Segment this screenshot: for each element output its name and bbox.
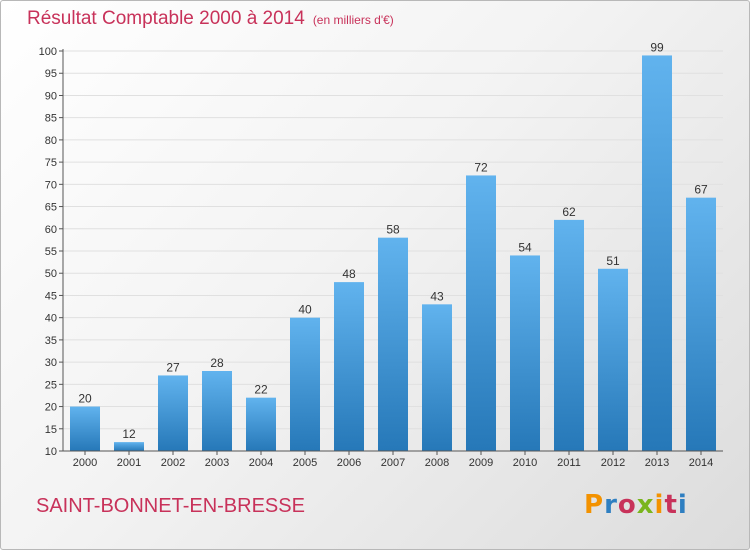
bar <box>554 219 584 451</box>
logo-letter: P <box>584 490 605 520</box>
bar <box>598 268 628 451</box>
bar <box>290 317 320 451</box>
data-label: 67 <box>694 183 708 197</box>
data-label: 43 <box>430 289 444 303</box>
bar <box>70 406 100 451</box>
x-tick-label: 2013 <box>645 457 669 469</box>
x-tick-label: 2014 <box>689 457 713 469</box>
data-label: 22 <box>254 383 268 397</box>
bar <box>246 397 276 451</box>
bar <box>158 375 188 451</box>
y-tick-label: 10 <box>45 446 57 458</box>
bar <box>686 197 716 451</box>
y-tick-label: 30 <box>45 357 57 369</box>
bars: 20 12 27 28 22 40 48 58 43 72 54 62 51 99 67 <box>70 40 716 451</box>
data-label: 48 <box>342 267 356 281</box>
chart-subtitle: (en milliers d'€) <box>312 13 394 27</box>
data-label: 12 <box>122 427 136 441</box>
y-tick-label: 65 <box>45 202 57 214</box>
x-tick-label: 2002 <box>161 457 185 469</box>
y-tick-label: 15 <box>45 424 57 436</box>
logo-letter: o <box>617 490 637 520</box>
y-tick-label: 70 <box>45 179 57 191</box>
x-tick-label: 2010 <box>513 457 537 469</box>
y-tick-label: 40 <box>45 313 57 325</box>
y-tick-label: 75 <box>45 157 57 169</box>
bar <box>510 255 540 451</box>
bar <box>422 304 452 451</box>
proxiti-logo[interactable]: Proxiti <box>584 490 688 520</box>
y-tick-label: 45 <box>45 290 57 302</box>
y-tick-label: 100 <box>39 46 57 58</box>
chart-title: Résultat Comptable 2000 à 2014 (en millie… <box>27 8 394 30</box>
data-label: 99 <box>650 40 664 54</box>
x-tick-label: 2001 <box>117 457 141 469</box>
x-tick-label: 2009 <box>469 457 493 469</box>
data-label: 62 <box>562 205 576 219</box>
x-tick-label: 2004 <box>249 457 273 469</box>
y-tick-label: 55 <box>45 246 57 258</box>
town-name: SAINT-BONNET-EN-BRESSE <box>36 495 305 517</box>
logo-letter: i <box>654 490 665 520</box>
chart-title-text: Résultat Comptable 2000 à 2014 <box>27 8 305 29</box>
data-label: 20 <box>78 392 92 406</box>
y-tick-label: 50 <box>45 268 57 280</box>
data-label: 51 <box>606 254 620 268</box>
data-label: 54 <box>518 240 532 254</box>
x-tick-label: 2000 <box>73 457 97 469</box>
x-tick-label: 2005 <box>293 457 317 469</box>
logo-letter: i <box>677 490 688 520</box>
y-tick-label: 25 <box>45 379 57 391</box>
bar <box>202 371 232 451</box>
bar <box>642 55 672 451</box>
x-tick-label: 2008 <box>425 457 449 469</box>
bar <box>334 282 364 451</box>
y-tick-label: 60 <box>45 224 57 236</box>
y-tick-label: 90 <box>45 90 57 102</box>
logo-letter: r <box>604 490 618 520</box>
data-label: 72 <box>474 160 488 174</box>
logo-letter: t <box>664 490 678 520</box>
x-tick-label: 2011 <box>557 457 581 469</box>
data-label: 27 <box>166 360 180 374</box>
y-tick-label: 20 <box>45 402 57 414</box>
y-tick-label: 85 <box>45 113 57 125</box>
data-label: 40 <box>298 303 312 317</box>
y-tick-label: 80 <box>45 135 57 147</box>
x-tick-label: 2012 <box>601 457 625 469</box>
axes: 10 15 20 25 30 35 40 45 50 55 60 65 70 75 80 85 90 95 100 2… <box>39 46 723 469</box>
bar <box>466 175 496 451</box>
data-label: 58 <box>386 223 400 237</box>
y-tick-label: 95 <box>45 68 57 80</box>
y-tick-label: 35 <box>45 335 57 347</box>
x-tick-label: 2003 <box>205 457 229 469</box>
bar <box>378 237 408 451</box>
bar <box>114 442 144 451</box>
logo-letter: x <box>636 490 655 520</box>
x-tick-label: 2006 <box>337 457 361 469</box>
data-label: 28 <box>210 356 224 370</box>
x-tick-label: 2007 <box>381 457 405 469</box>
